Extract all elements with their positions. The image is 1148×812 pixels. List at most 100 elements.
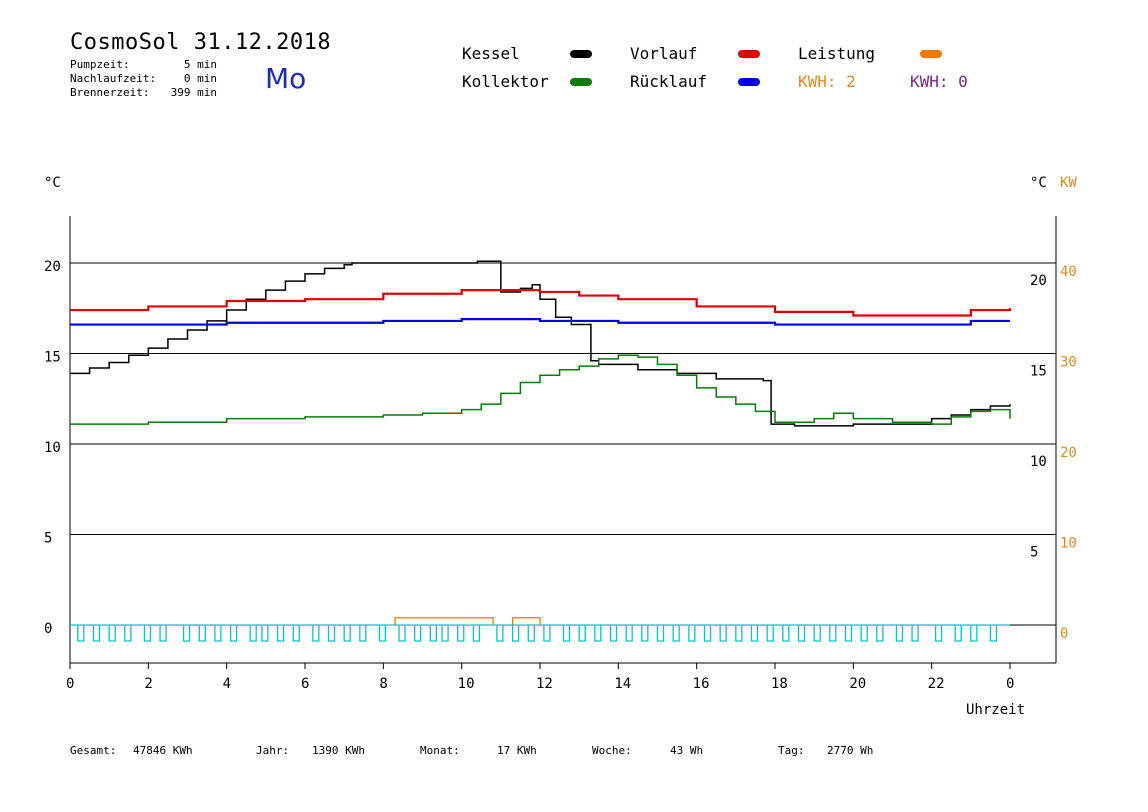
- pump-pulse: [543, 625, 551, 642]
- pump-pulse: [934, 625, 943, 642]
- pump-pulse: [496, 625, 504, 642]
- pump-pulse: [198, 625, 206, 642]
- pump-pulse: [527, 625, 535, 642]
- weekday-label: Mo: [265, 62, 307, 95]
- pump-pulse: [92, 625, 101, 642]
- x-tick-label: 0: [1006, 676, 1014, 692]
- pump-pulse: [641, 625, 649, 642]
- pump-pulse: [766, 625, 774, 642]
- pump-pulse: [829, 625, 837, 642]
- pump-pulse: [359, 625, 367, 642]
- y-tick-right: 15: [1030, 364, 1047, 380]
- footer-monat-value: 17 KWh: [497, 744, 537, 757]
- series-line-kollektor: [70, 354, 1011, 425]
- pump-pulse: [735, 625, 743, 642]
- x-tick-label: 18: [771, 676, 788, 692]
- x-tick-label: 12: [536, 676, 553, 692]
- pump-pulse: [229, 625, 238, 642]
- y-tick-right: 20: [1030, 273, 1047, 289]
- pump-pulse: [782, 625, 790, 642]
- pump-pulse: [343, 625, 351, 642]
- x-tick-label: 10: [458, 676, 475, 692]
- nachlauf-time-label: Nachlaufzeit:: [70, 72, 157, 85]
- pump-pulse: [249, 625, 257, 642]
- pump-pulse: [703, 625, 712, 642]
- pump-pulse: [312, 625, 320, 642]
- legend-leistung-swatch: [920, 50, 942, 58]
- footer-gesamt-value: 47846 KWh: [133, 744, 193, 757]
- legend-kollektor-swatch: [570, 78, 592, 86]
- nachlauf-time-value: 0 min: [183, 72, 217, 85]
- series-line-kessel: [70, 260, 1011, 427]
- pump-pulse: [429, 625, 437, 642]
- legend-kessel-label: Kessel: [462, 44, 520, 63]
- y-tick-right: 5: [1030, 545, 1038, 561]
- pump-pulse: [511, 625, 520, 642]
- footer-tag-value: 2770 Wh: [827, 744, 874, 757]
- pump-pulse: [954, 625, 962, 642]
- leistung-segment: [394, 617, 494, 625]
- pump-pulse: [876, 625, 884, 642]
- pump-pulse: [378, 625, 387, 642]
- x-tick-label: 2: [144, 676, 152, 692]
- pump-pulse: [911, 625, 919, 642]
- legend-kwh-primary: KWH: 2: [798, 72, 856, 91]
- pump-pulse: [124, 625, 132, 642]
- pump-pulse: [276, 625, 285, 642]
- pump-pulse: [562, 625, 571, 642]
- legend-ruecklauf-label: Rücklauf: [630, 72, 708, 91]
- pump-pulse: [578, 625, 586, 642]
- x-tick-label: 0: [66, 676, 74, 692]
- pump-pulse: [672, 625, 680, 642]
- y-tick-left: 15: [44, 350, 61, 366]
- pump-pulse: [895, 625, 904, 642]
- brenner-time-value: 399 min: [170, 86, 217, 99]
- footer-woche-label: Woche:: [592, 744, 632, 757]
- pump-pulse: [214, 625, 222, 642]
- footer-gesamt-label: Gesamt:: [70, 744, 117, 757]
- leistung-segment: [511, 617, 541, 625]
- pump-pulse: [457, 625, 465, 642]
- pump-time-label: Pumpzeit:: [70, 58, 130, 71]
- pump-pulse: [688, 625, 696, 642]
- right-axis-kw-unit: KW: [1060, 175, 1077, 191]
- pump-pulse: [327, 625, 336, 642]
- pump-pulse: [159, 625, 167, 642]
- pump-pulse: [108, 625, 116, 642]
- pump-pulse: [719, 625, 727, 642]
- y-tick-kw: 30: [1060, 355, 1077, 371]
- pump-pulse: [441, 625, 449, 642]
- x-tick-label: 22: [928, 676, 945, 692]
- right-axis-unit: °C: [1030, 175, 1047, 191]
- pump-pulse: [844, 625, 853, 642]
- pump-pulse: [797, 625, 806, 642]
- pump-pulse: [625, 625, 633, 642]
- y-tick-left: 10: [44, 440, 61, 456]
- pump-pulse: [656, 625, 665, 642]
- y-tick-kw: 0: [1060, 626, 1068, 642]
- pump-pulse: [143, 625, 152, 642]
- y-tick-left: 20: [44, 259, 61, 275]
- pump-pulse: [292, 625, 300, 642]
- footer-tag-label: Tag:: [778, 744, 805, 757]
- pump-pulse: [77, 625, 85, 642]
- pump-pulse: [970, 625, 978, 642]
- legend-leistung-label: Leistung: [798, 44, 876, 63]
- left-axis-unit: °C: [44, 175, 61, 191]
- pump-pulse: [860, 625, 868, 642]
- brenner-time-label: Brennerzeit:: [70, 86, 150, 99]
- footer-jahr-value: 1390 KWh: [312, 744, 365, 757]
- legend-ruecklauf-swatch: [738, 78, 760, 86]
- pump-pulse: [594, 625, 602, 642]
- y-tick-kw: 20: [1060, 445, 1077, 461]
- series-line-ruecklauf: [70, 318, 1010, 326]
- y-tick-left: 0: [44, 621, 52, 637]
- pump-pulse: [182, 625, 191, 642]
- series-line-vorlauf: [70, 289, 1012, 317]
- y-tick-kw: 40: [1060, 264, 1077, 280]
- y-tick-left: 5: [44, 531, 52, 547]
- footer-woche-value: 43 Wh: [670, 744, 704, 757]
- x-tick-label: 4: [223, 676, 231, 692]
- legend-vorlauf-swatch: [738, 50, 760, 58]
